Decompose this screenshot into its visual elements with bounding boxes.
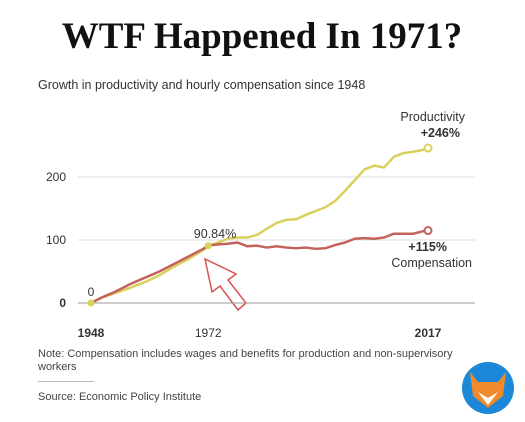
logo bbox=[462, 362, 514, 414]
y-tick-label: 0 bbox=[59, 296, 66, 310]
end-point bbox=[423, 143, 433, 153]
note: Note: Compensation includes wages and be… bbox=[38, 348, 453, 373]
chart-subtitle: Growth in productivity and hourly compen… bbox=[38, 78, 365, 92]
x-tick-label: 1972 bbox=[195, 326, 222, 340]
point-1972 bbox=[204, 242, 212, 250]
x-tick-label: 2017 bbox=[415, 326, 442, 340]
chart-title: WTF Happened In 1971? bbox=[62, 16, 463, 57]
end-point bbox=[423, 226, 433, 236]
rule bbox=[38, 381, 94, 382]
annotation: +115% bbox=[408, 240, 447, 254]
annotation: 0 bbox=[88, 285, 95, 299]
arrow bbox=[203, 257, 248, 312]
x-tick-label: 1948 bbox=[78, 326, 105, 340]
series-line bbox=[90, 229, 429, 305]
y-tick-label: 100 bbox=[46, 233, 66, 247]
legend-label: Productivity bbox=[400, 110, 465, 124]
legend-label: Compensation bbox=[391, 256, 472, 270]
source: Source: Economic Policy Institute bbox=[38, 391, 202, 403]
series-line bbox=[90, 146, 429, 305]
annotation: +246% bbox=[421, 126, 460, 140]
y-tick-label: 200 bbox=[46, 170, 66, 184]
annotation: 90.84% bbox=[194, 227, 236, 241]
start-point bbox=[87, 299, 95, 307]
